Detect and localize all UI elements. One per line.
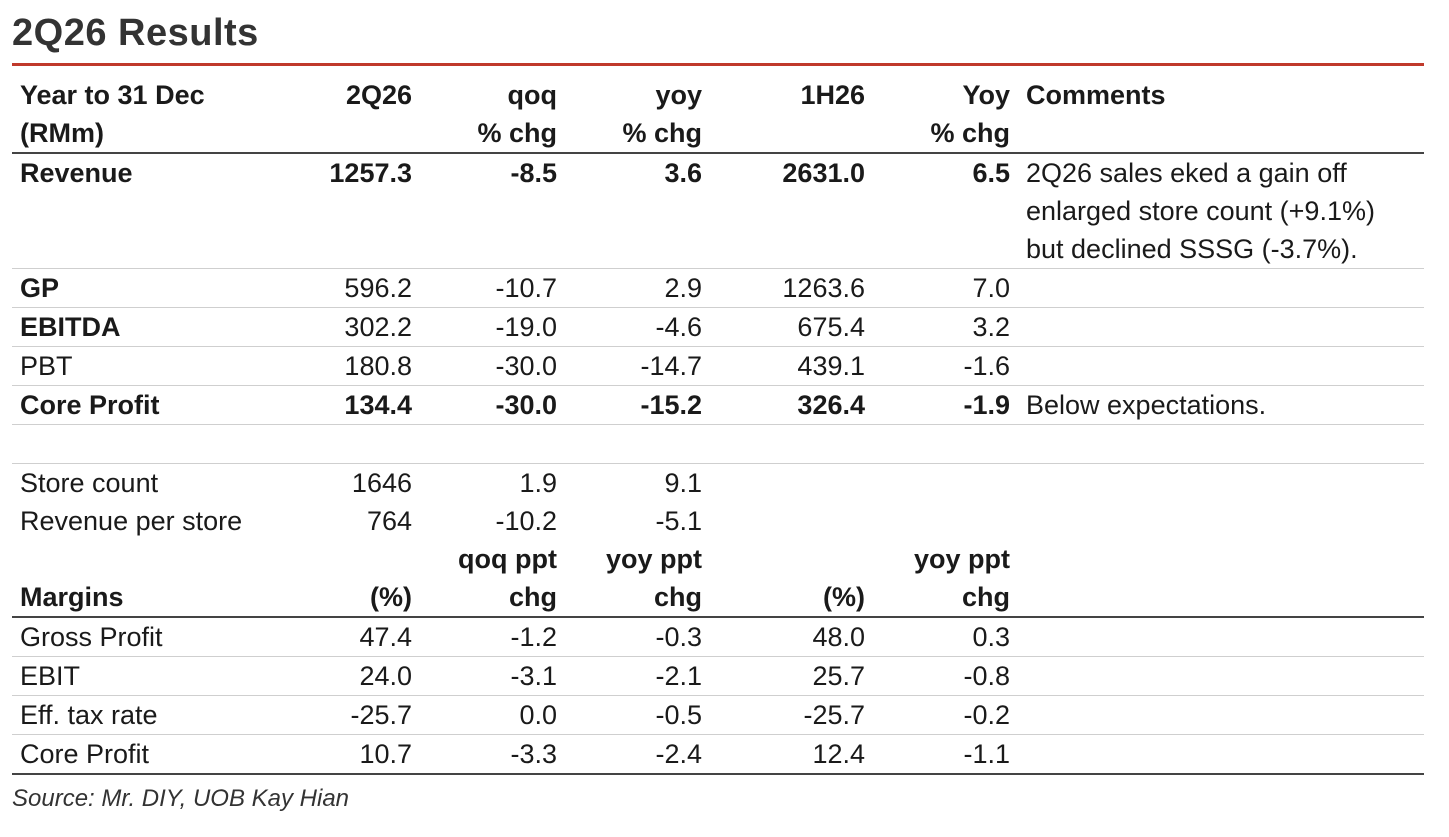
row-label: Store count [12,463,272,502]
cell-value: -30.0 [420,346,565,386]
row-comment [1018,268,1424,308]
cell-value: 24.0 [272,656,420,696]
cell-value: 0.3 [873,616,1018,657]
header-qoq: qoq% chg [477,80,557,148]
cell-value: 1257.3 [272,152,420,269]
margins-header-yoy: yoy ppt chg [605,544,702,612]
cell-value: 764 [366,506,412,536]
cell-value: 9.1 [565,463,710,502]
table-row: Core Profit 10.7 -3.3 -2.4 12.4 -1.1 [12,734,1424,775]
cell-value: 1646 [272,463,420,502]
cell-value: 1.9 [420,463,565,502]
row-label: EBIT [12,656,272,696]
cell-value: -0.2 [873,695,1018,735]
cell-value: -15.2 [565,385,710,425]
header-comments: Comments [1026,80,1166,110]
title-divider [12,63,1424,66]
cell-value: 3.2 [873,307,1018,347]
cell-value: -2.4 [565,734,710,775]
table-row: GP 596.2 -10.7 2.9 1263.6 7.0 [12,268,1424,308]
row-label: EBITDA [12,307,272,347]
cell-value: 12.4 [710,734,873,775]
cell-value: -3.1 [420,656,565,696]
cell-value: -10.7 [420,268,565,308]
table-row: EBITDA 302.2 -19.0 -4.6 675.4 3.2 [12,307,1424,347]
row-label: Gross Profit [12,616,272,657]
cell-value: -0.8 [873,656,1018,696]
margins-header-pct: (%) [370,582,412,612]
results-table: Year to 31 Dec (RMm) 2Q26 qoq% chg yoy% c… [12,76,1424,775]
cell-value: -1.2 [420,616,565,657]
cell-value: -1.6 [873,346,1018,386]
cell-value: -1.1 [873,734,1018,775]
table-header-row: Year to 31 Dec (RMm) 2Q26 qoq% chg yoy% c… [12,76,1424,153]
cell-value: 25.7 [710,656,873,696]
cell-value: 439.1 [710,346,873,386]
cell-value: -8.5 [420,152,565,269]
cell-value: 326.4 [710,385,873,425]
cell-value: -0.5 [565,695,710,735]
cell-value: 48.0 [710,616,873,657]
cell-value: -2.1 [565,656,710,696]
row-label: Revenue [12,152,272,269]
cell-value: -19.0 [420,307,565,347]
margins-header-pct-1h: (%) [823,582,865,612]
cell-value: -4.6 [565,307,710,347]
row-label: Core Profit [12,385,272,425]
row-label: GP [12,268,272,308]
header-yoy-1h: Yoy% chg [930,80,1010,148]
cell-value: 1263.6 [710,268,873,308]
row-label: Core Profit [12,734,272,775]
table-row: Gross Profit 47.4 -1.2 -0.3 48.0 0.3 [12,616,1424,657]
row-label: Eff. tax rate [12,695,272,735]
cell-value: -10.2 [495,506,557,536]
cell-value: 0.0 [420,695,565,735]
cell-value: 7.0 [873,268,1018,308]
row-comment [1018,346,1424,386]
cell-value: 180.8 [272,346,420,386]
margins-header-row: Margins (%) qoq ppt chg yoy ppt chg (%) yo… [12,540,1424,617]
cell-value: 302.2 [272,307,420,347]
row-comment [1018,307,1424,347]
cell-value: 3.6 [565,152,710,269]
cell-value: 47.4 [272,616,420,657]
table-row: Core Profit 134.4 -30.0 -15.2 326.4 -1.9… [12,385,1424,425]
cell-value: 6.5 [873,152,1018,269]
cell-value: 2.9 [565,268,710,308]
cell-value: -25.7 [272,695,420,735]
table-row: EBIT 24.0 -3.1 -2.1 25.7 -0.8 [12,656,1424,696]
margins-header-yoy-1h: yoy ppt chg [913,544,1010,612]
header-2q26: 2Q26 [345,80,412,110]
source-note: Source: Mr. DIY, UOB Kay Hian [12,785,350,812]
cell-value: 2631.0 [710,152,873,269]
cell-value: 134.4 [272,385,420,425]
cell-value: 596.2 [272,268,420,308]
margins-header-label: Margins [20,582,124,612]
header-period: Year to 31 Dec (RMm) [20,80,205,148]
cell-value: -3.3 [420,734,565,775]
spacer-row [12,424,1424,464]
page-title: 2Q26 Results [12,12,259,54]
row-label: PBT [12,346,272,386]
cell-value: 10.7 [272,734,420,775]
cell-value: 675.4 [710,307,873,347]
cell-value: -14.7 [565,346,710,386]
table-row: Eff. tax rate -25.7 0.0 -0.5 -25.7 -0.2 [12,695,1424,735]
table-row: Store count 1646 1.9 9.1 [12,463,1424,502]
row-comment: 2Q26 sales eked a gain off enlarged stor… [1018,152,1424,269]
row-label: Revenue per store [20,506,243,536]
header-1h26: 1H26 [800,80,865,110]
cell-value: -30.0 [420,385,565,425]
cell-value: -25.7 [710,695,873,735]
row-comment: Below expectations. [1018,385,1424,425]
cell-value: -5.1 [655,506,702,536]
header-yoy: yoy% chg [622,80,702,148]
table-row: Revenue 1257.3 -8.5 3.6 2631.0 6.5 2Q26 … [12,152,1424,269]
margins-header-qoq: qoq ppt chg [458,544,557,612]
cell-value: -0.3 [565,616,710,657]
table-row: Revenue per store 764 -10.2 -5.1 [12,502,1424,540]
table-row: PBT 180.8 -30.0 -14.7 439.1 -1.6 [12,346,1424,386]
cell-value: -1.9 [873,385,1018,425]
